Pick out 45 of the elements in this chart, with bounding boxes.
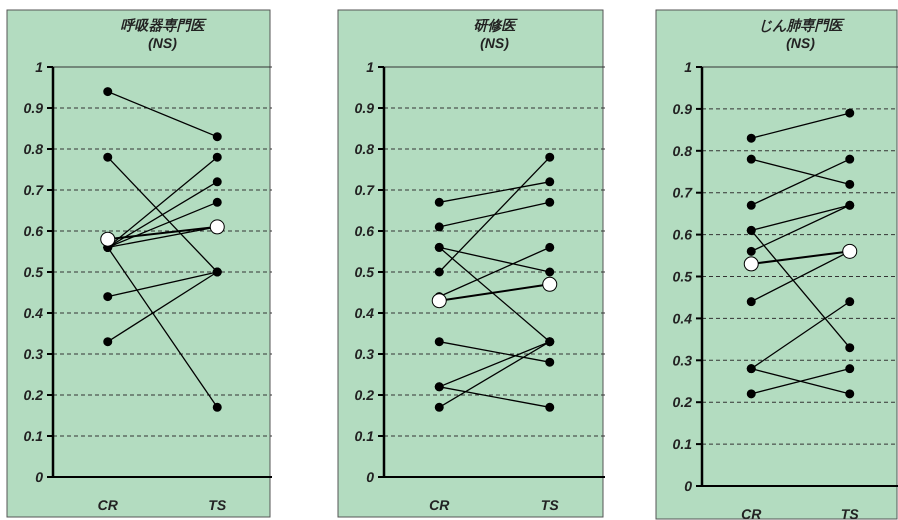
- chart-subtitle: (NS): [786, 35, 816, 51]
- y-tick-label: 0.2: [672, 394, 692, 410]
- y-tick-label: 0.7: [24, 182, 44, 198]
- y-tick-label: 0: [684, 478, 692, 494]
- chart-subtitle: (NS): [148, 35, 178, 51]
- y-tick-label: 0.7: [354, 182, 376, 198]
- y-tick-label: 0.8: [354, 141, 374, 157]
- x-tick-label: TS: [540, 497, 560, 513]
- y-tick-label: 0.8: [24, 141, 44, 157]
- y-tick-label: 0.6: [354, 223, 374, 239]
- x-tick-label: TS: [208, 497, 227, 513]
- y-tick-label: 1: [684, 59, 692, 75]
- y-tick-label: 1: [366, 59, 374, 75]
- y-tick-label: 0.5: [672, 268, 692, 284]
- x-tick-label: CR: [98, 497, 119, 513]
- y-tick-label: 0.4: [672, 310, 692, 326]
- x-tick-label: CR: [741, 506, 762, 520]
- y-tick-label: 0: [35, 469, 44, 485]
- y-tick-label: 0.3: [354, 346, 374, 362]
- chart-title: じん肺専門医: [758, 17, 846, 33]
- y-tick-label: 0.1: [354, 428, 374, 444]
- y-tick-label: 0.1: [24, 428, 44, 444]
- y-tick-label: 0.5: [354, 264, 374, 280]
- y-tick-label: 0.4: [354, 305, 374, 321]
- y-tick-label: 0.5: [24, 264, 44, 280]
- y-tick-label: 0.3: [672, 352, 692, 368]
- y-tick-label: 0.9: [672, 100, 692, 117]
- y-tick-label: 0.8: [672, 142, 692, 159]
- y-tick-label: 1: [35, 59, 44, 75]
- y-tick-label: 0: [366, 469, 374, 485]
- y-tick-label: 0.6: [24, 223, 44, 239]
- x-tick-label: CR: [429, 497, 450, 513]
- y-tick-label: 0.2: [354, 387, 374, 403]
- chart-title: 研修医: [474, 17, 518, 33]
- y-tick-label: 0.7: [672, 184, 694, 201]
- chart-subtitle: (NS): [480, 35, 510, 51]
- y-tick-label: 0.1: [672, 436, 692, 452]
- y-tick-label: 0.3: [24, 346, 44, 362]
- y-tick-label: 0.9: [354, 100, 374, 116]
- y-tick-label: 0.2: [24, 387, 44, 403]
- x-tick-label: TS: [840, 506, 860, 520]
- y-tick-label: 0.6: [672, 226, 692, 243]
- chart-title: 呼吸器専門医: [120, 17, 208, 33]
- y-tick-label: 0.4: [24, 305, 44, 321]
- y-tick-label: 0.9: [24, 100, 44, 116]
